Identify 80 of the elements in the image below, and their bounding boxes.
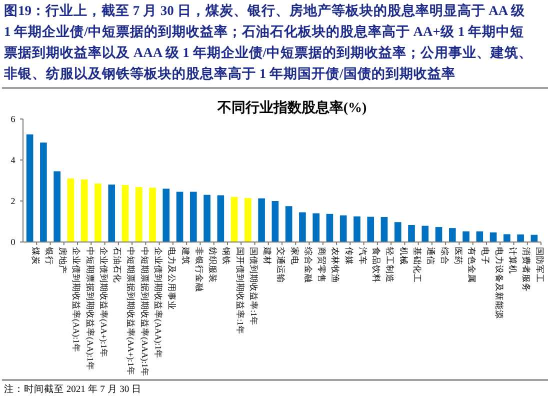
x-tick-label: 企业债到期收益率(AA):1年 xyxy=(72,247,82,353)
bar xyxy=(435,227,442,242)
x-tick-label: 石油石化 xyxy=(112,247,123,283)
bar xyxy=(40,142,47,242)
bar xyxy=(394,222,402,242)
x-tick-label: 电力设备及新能源 xyxy=(494,247,504,319)
x-tick-label: 中短期票据到期收益率(AA):1年 xyxy=(85,247,96,371)
x-tick-label: 机械 xyxy=(398,247,409,265)
x-tick-label: 电子 xyxy=(480,247,491,265)
x-tick-label: 商贸零售 xyxy=(317,247,328,283)
y-tick-label: 4 xyxy=(10,155,16,166)
x-tick-label: 国防军工 xyxy=(535,247,546,283)
bar xyxy=(204,194,210,242)
x-tick-label: 基础化工 xyxy=(412,247,422,283)
x-tick-label: 有色金属 xyxy=(467,247,478,283)
x-tick-label: 非银行金融 xyxy=(194,247,204,292)
x-tick-label: 中短期票据到期收益率(AA+):1年 xyxy=(126,247,136,376)
bar xyxy=(149,188,156,242)
bar xyxy=(135,187,142,242)
bar xyxy=(190,192,197,242)
bar xyxy=(258,198,265,242)
bar xyxy=(462,231,470,242)
x-tick-label: 交通运输 xyxy=(276,247,286,283)
x-tick-label: 建筑 xyxy=(180,246,191,265)
bar xyxy=(244,198,252,242)
x-tick-label: 汽车 xyxy=(358,247,368,265)
bar xyxy=(367,216,374,242)
x-tick-label: 纺织服装 xyxy=(208,247,218,283)
x-tick-label: 企业债到期收益率(AA+):1年 xyxy=(98,247,109,358)
x-tick-label: 国债到期收益率:1年 xyxy=(248,247,259,326)
x-tick-label: 家电 xyxy=(290,247,300,265)
x-tick-label: 钢铁 xyxy=(222,246,232,265)
x-tick-label: 传媒 xyxy=(344,247,354,265)
y-tick-label: 2 xyxy=(10,196,16,206)
bar xyxy=(448,228,456,242)
bar xyxy=(504,234,510,242)
bar xyxy=(162,188,170,242)
x-tick-label: 综合金融 xyxy=(303,247,314,283)
bar xyxy=(217,195,224,242)
bar xyxy=(230,196,238,242)
x-tick-label: 消费者服务 xyxy=(522,247,532,292)
x-tick-label: 电力及公用事业 xyxy=(167,247,178,310)
x-tick-label: 国开债到期收益率:1年 xyxy=(235,247,246,335)
x-tick-label: 企业债到期收益率(AAA):1年 xyxy=(154,247,164,359)
bar xyxy=(122,185,129,242)
x-tick-label: 食品饮料 xyxy=(372,247,382,283)
bar xyxy=(312,213,320,242)
bar xyxy=(108,184,116,242)
x-tick-label: 通信 xyxy=(426,247,436,265)
x-tick-label: 煤炭 xyxy=(30,247,41,265)
x-tick-label: 农林牧渔 xyxy=(330,247,341,283)
x-tick-label: 计算机 xyxy=(508,247,518,274)
x-tick-label: 轻工制造 xyxy=(385,247,396,283)
bar xyxy=(94,184,102,242)
bar xyxy=(285,206,292,242)
bar xyxy=(272,201,279,242)
bar xyxy=(80,179,88,242)
bar xyxy=(176,192,184,242)
chart-title: 图19：行业上，截至 7 月 30 日，煤炭、银行、房地产等板块的股息率明显高于 AA 级 1 年期企业债/中短票据的到期收益率；石油石化板块的股息率高于 AA+级 1 年期中短票据到期收益率以及 AAA 级 1 年期企业债/中短票据的到期收益率；公用事业、建筑、非银、纺服以及钢铁等板块的股息率高于 1 年期国开债/国债的到期收益率 xyxy=(3,2,533,81)
bar xyxy=(408,224,415,242)
bar xyxy=(517,234,524,242)
y-tick-label: 0 xyxy=(10,237,16,248)
chart-subtitle: 不同行业指数股息率(%) xyxy=(216,99,367,116)
x-tick-label: 中短期票据到期收益率(AAA):1年 xyxy=(140,247,150,377)
x-tick-label: 综合 xyxy=(440,247,450,265)
bar xyxy=(326,214,334,242)
text: 注：时间截至 2021 年 7 月 30 日 xyxy=(4,383,142,395)
bar xyxy=(380,216,388,242)
bar xyxy=(54,171,60,242)
x-tick-label: 银行 xyxy=(44,246,54,265)
bar xyxy=(299,212,306,242)
x-tick-label: 房地产 xyxy=(58,247,68,274)
y-tick-label: 6 xyxy=(10,114,16,124)
bar xyxy=(26,134,34,242)
bar xyxy=(354,216,360,242)
x-tick-label: 建材 xyxy=(262,246,273,265)
bar xyxy=(340,215,347,242)
bar xyxy=(422,226,429,242)
x-tick-label: 医药 xyxy=(453,247,464,265)
bar xyxy=(67,178,74,242)
